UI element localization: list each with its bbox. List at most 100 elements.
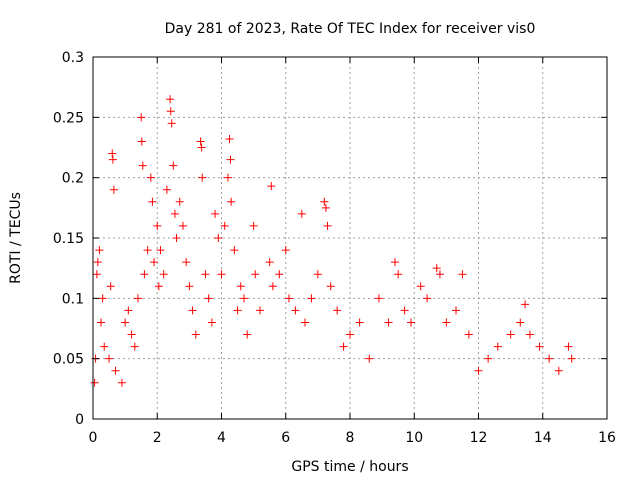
x-tick-label: 6 [281,430,290,446]
x-tick-label: 10 [405,430,423,446]
data-point [567,354,576,363]
x-tick-label: 12 [470,430,488,446]
data-point [223,173,232,182]
data-point [211,209,220,218]
data-point [108,149,117,158]
data-point [143,246,152,255]
data-point [384,318,393,327]
data-point [458,270,467,279]
data-point [153,221,162,230]
data-point [98,294,107,303]
data-point [452,306,461,315]
data-point [137,137,146,146]
data-point [346,330,354,339]
data-point [484,354,493,363]
data-point [291,306,300,315]
data-point [233,306,242,315]
data-point [516,318,525,327]
data-point [333,306,342,315]
data-point [196,137,205,146]
data-point [214,234,223,242]
data-point [121,318,130,327]
data-point [220,221,229,230]
data-point [554,366,563,375]
data-point [267,182,276,191]
y-tick-label: 0.15 [53,231,84,247]
data-point [130,342,139,351]
data-point [225,135,234,144]
data-point [197,143,206,152]
data-point [355,318,364,327]
data-point [493,342,502,351]
data-point [256,306,265,315]
y-tick-label: 0.25 [53,110,84,126]
x-tick-label: 14 [534,430,552,446]
y-tick-label: 0.1 [62,291,84,307]
data-point [265,258,274,267]
y-tick-label: 0.2 [62,171,84,187]
x-axis-label: GPS time / hours [291,459,408,475]
data-point [321,203,330,212]
data-point [170,209,179,218]
data-point [127,330,136,339]
data-point [374,294,383,303]
x-tick-label: 2 [153,430,162,446]
data-point [185,282,194,291]
data-point [159,270,168,279]
data-point [90,378,99,387]
data-point [105,354,114,363]
data-point [326,282,335,291]
data-point [297,209,306,218]
data-point [442,318,451,327]
data-point [201,270,210,279]
data-point [474,366,483,375]
data-point [106,282,115,291]
data-point [92,270,101,279]
data-point [217,270,226,279]
data-point [182,258,191,267]
data-point [162,185,171,194]
data-point [166,107,175,116]
data-point [207,318,216,327]
x-tick-label: 0 [89,430,98,446]
data-point [423,294,432,303]
data-point [117,378,126,387]
data-point [167,119,176,128]
data-point [148,197,157,206]
data-point [320,197,329,206]
data-point [95,246,104,255]
data-point [137,113,146,122]
data-point [365,354,374,363]
data-point [156,246,165,255]
data-point [124,306,133,315]
data-point [93,258,102,267]
data-point [204,294,213,303]
y-tick-label: 0 [75,412,84,428]
data-point [154,282,163,291]
data-point [172,234,181,242]
data-point [198,173,207,182]
data-point [178,221,187,230]
data-point [175,197,184,206]
data-point [169,161,178,170]
y-tick-label: 0.3 [62,50,84,66]
data-point [109,185,118,194]
data-point [284,294,293,303]
data-point [313,270,322,279]
data-point [394,270,403,279]
data-point [140,270,149,279]
data-point [535,342,544,351]
data-point [108,155,117,164]
data-point [100,342,109,351]
data-point [407,318,416,327]
data-point [150,258,159,267]
data-point [416,282,425,291]
data-point [307,294,316,303]
data-point [111,366,120,375]
data-point [230,246,239,255]
data-point [236,282,245,291]
data-point [166,95,175,104]
data-point [243,330,252,339]
x-tick-label: 4 [217,430,226,446]
